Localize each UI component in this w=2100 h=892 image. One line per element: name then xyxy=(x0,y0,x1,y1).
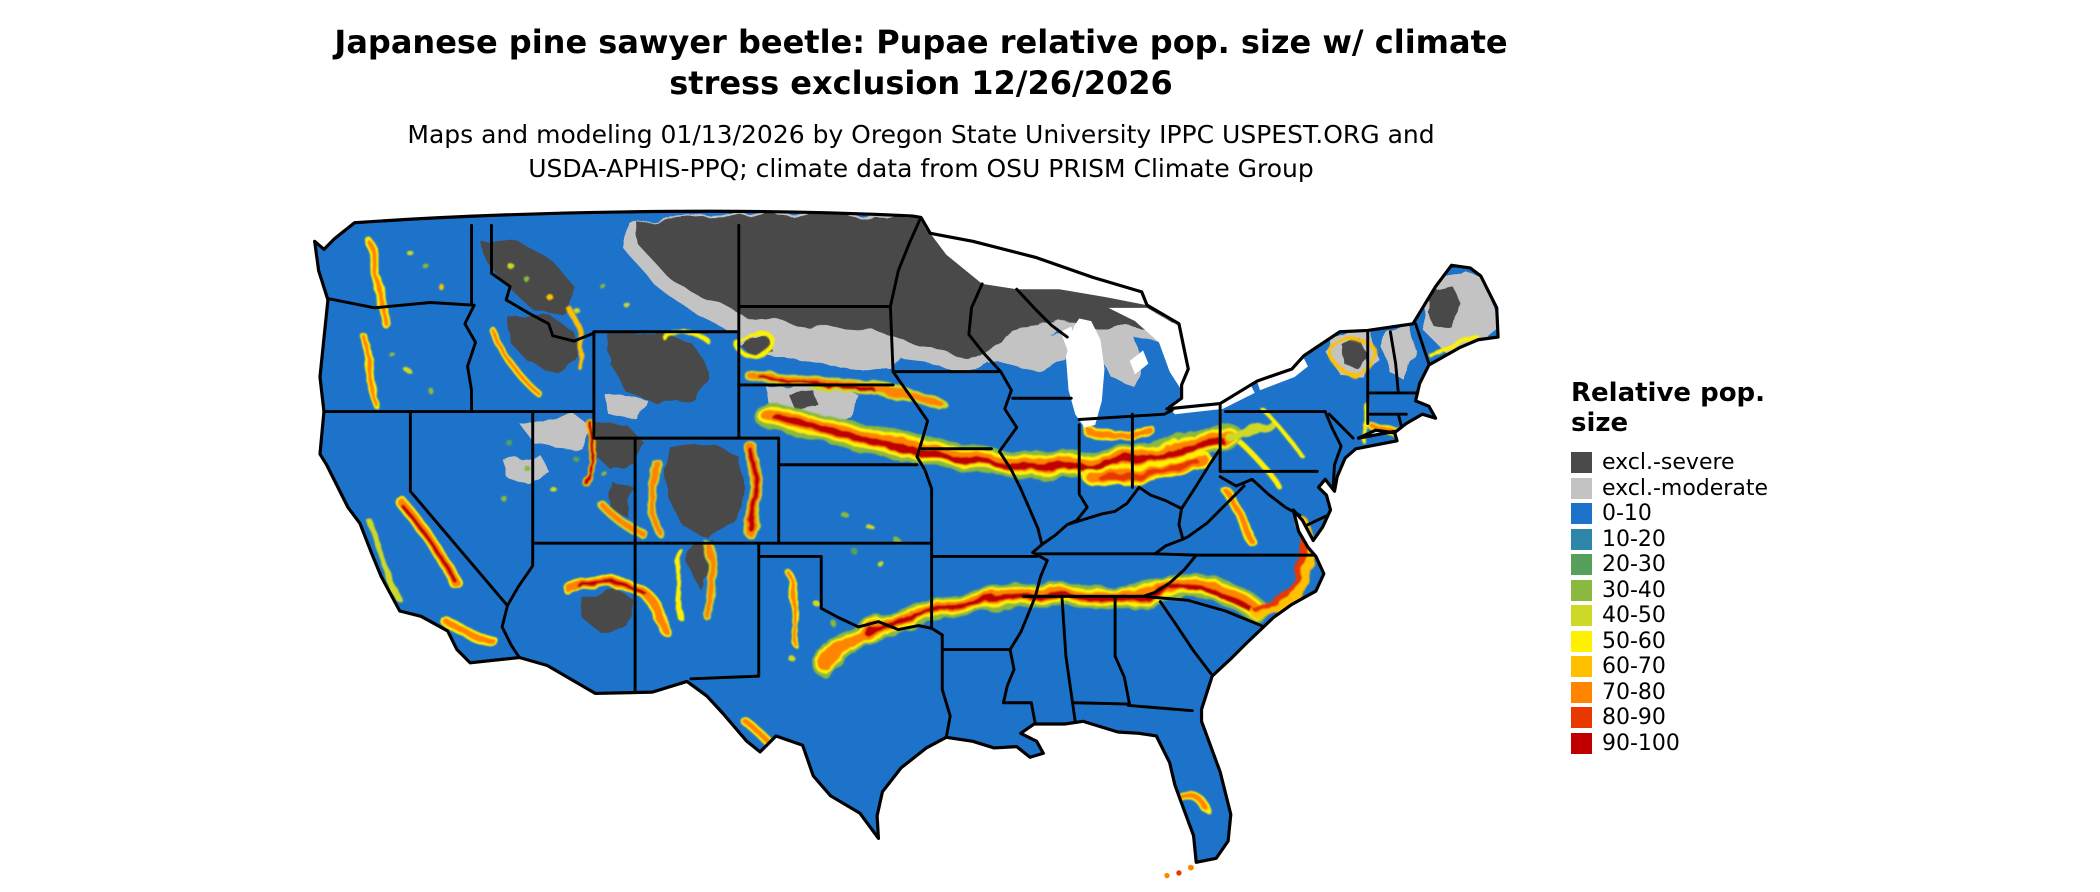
us-outline xyxy=(313,209,1500,864)
legend-item: 80-90 xyxy=(1571,705,1831,731)
legend-swatch xyxy=(1571,477,1592,499)
legend-swatch xyxy=(1571,554,1592,576)
map-subtitle-line2: USDA-APHIS-PPQ; climate data from OSU PR… xyxy=(528,154,1314,183)
legend-swatch xyxy=(1571,630,1592,652)
us-map-figure xyxy=(308,204,1518,889)
lake-huron xyxy=(1108,307,1189,391)
legend-title: Relative pop. size xyxy=(1571,378,1766,438)
legend-swatch xyxy=(1571,503,1592,525)
legend-label: 90-100 xyxy=(1602,730,1680,756)
map-speckle xyxy=(387,249,899,663)
legend-item: 20-30 xyxy=(1571,552,1831,578)
legend-label: excl.-moderate xyxy=(1602,475,1768,501)
legend-label: 10-20 xyxy=(1602,526,1666,552)
map-title: Japanese pine sawyer beetle: Pupae relat… xyxy=(0,22,1842,104)
map-legend: Relative pop. size excl.-severe excl.-mod… xyxy=(1571,378,1831,756)
legend-item: excl.-moderate xyxy=(1571,476,1831,502)
legend-item: 0-10 xyxy=(1571,501,1831,527)
map-subtitle: Maps and modeling 01/13/2026 by Oregon S… xyxy=(0,118,1842,186)
state-borders xyxy=(322,218,1431,739)
legend-swatch xyxy=(1571,681,1592,703)
legend-label: 30-40 xyxy=(1602,577,1666,603)
legend-item: 30-40 xyxy=(1571,578,1831,604)
legend-label: 70-80 xyxy=(1602,679,1666,705)
legend-items: excl.-severe excl.-moderate 0-10 10-20 20-30… xyxy=(1571,450,1831,756)
legend-label: 50-60 xyxy=(1602,628,1666,654)
legend-label: 20-30 xyxy=(1602,552,1666,578)
legend-item: 90-100 xyxy=(1571,731,1831,757)
legend-item: 40-50 xyxy=(1571,603,1831,629)
legend-swatch xyxy=(1571,579,1592,601)
map-title-line2: stress exclusion 12/26/2026 xyxy=(669,64,1173,102)
legend-item: 10-20 xyxy=(1571,527,1831,553)
legend-swatch xyxy=(1571,732,1592,754)
legend-item: 50-60 xyxy=(1571,629,1831,655)
map-base-land xyxy=(314,211,1499,863)
region-stress-bands xyxy=(359,239,1480,816)
lake-michigan xyxy=(1065,318,1105,428)
us-map-image xyxy=(313,209,1500,879)
legend-swatch xyxy=(1571,707,1592,729)
legend-swatch xyxy=(1571,528,1592,550)
legend-label: 0-10 xyxy=(1602,501,1652,527)
map-title-line1: Japanese pine sawyer beetle: Pupae relat… xyxy=(334,23,1508,61)
legend-item: 70-80 xyxy=(1571,680,1831,706)
legend-swatch xyxy=(1571,605,1592,627)
saginaw-bay xyxy=(1129,350,1149,375)
map-subtitle-line1: Maps and modeling 01/13/2026 by Oregon S… xyxy=(407,120,1435,149)
green-bay xyxy=(1060,326,1077,354)
lake-superior xyxy=(930,233,1148,306)
legend-item: 60-70 xyxy=(1571,654,1831,680)
legend-swatch xyxy=(1571,656,1592,678)
legend-swatch xyxy=(1571,452,1592,474)
legend-label: 60-70 xyxy=(1602,654,1666,680)
legend-label: excl.-severe xyxy=(1602,450,1735,476)
legend-label: 80-90 xyxy=(1602,705,1666,731)
legend-item: excl.-severe xyxy=(1571,450,1831,476)
florida-keys xyxy=(1164,864,1194,879)
legend-label: 40-50 xyxy=(1602,603,1666,629)
